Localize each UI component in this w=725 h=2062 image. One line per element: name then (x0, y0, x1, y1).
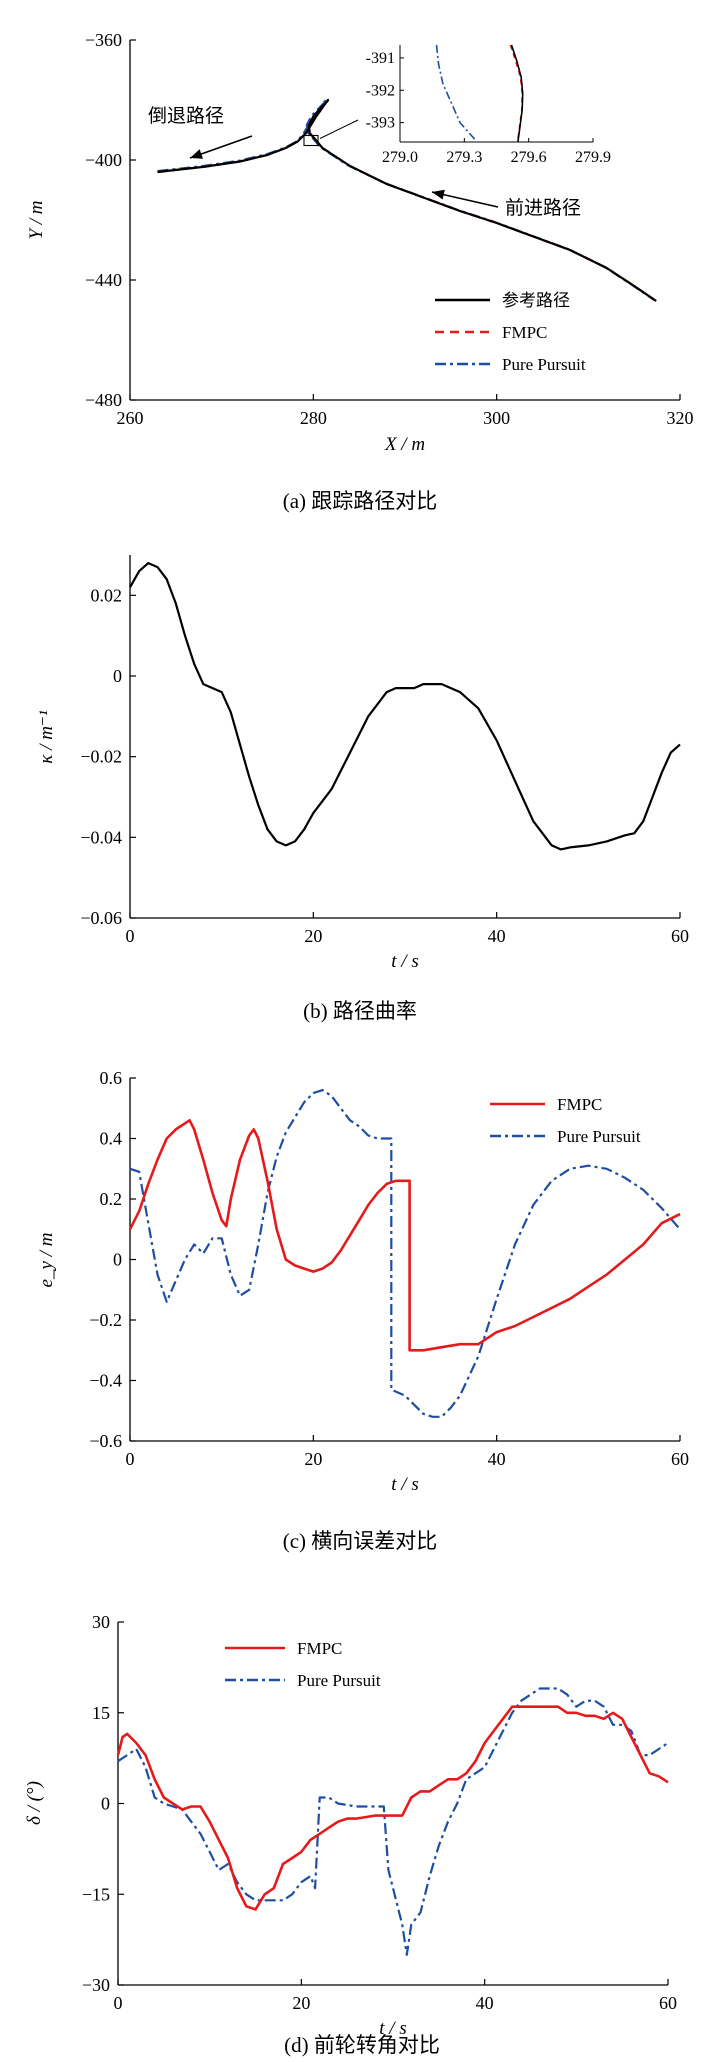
x-tick-label: 60 (671, 926, 689, 946)
y-tick-label: 30 (92, 1612, 110, 1632)
x-tick-label: 20 (304, 1449, 322, 1469)
arrow-reverse-head (190, 149, 203, 159)
y-tick-label: −360 (85, 30, 122, 50)
x-axis-label: X / m (384, 434, 425, 455)
inset-x-tick-label: 279.6 (511, 149, 547, 166)
legend-label: FMPC (502, 323, 547, 342)
series-line-b (129, 562, 681, 851)
legend-label: Pure Pursuit (557, 1127, 641, 1146)
x-tick-label: 40 (488, 1449, 506, 1469)
x-tick-label: 60 (659, 1993, 677, 2013)
x-tick-label: 0 (126, 1449, 135, 1469)
x-tick-label: 260 (117, 408, 144, 428)
chart-b: 0 20 40 60 0.02 0 −0.02 −0.04 −0.06 t / s κ / m⁻¹ (… (36, 555, 689, 1023)
x-tick-label: 40 (476, 1993, 494, 2013)
y-axis-label: δ / (°) (24, 1781, 45, 1825)
panel-caption: (a) 跟踪路径对比 (283, 489, 438, 513)
y-tick-label: −480 (85, 390, 122, 410)
legend-label: 参考路径 (502, 291, 570, 310)
inset-x-tick-label: 279.3 (446, 149, 482, 166)
y-tick-label: 0.6 (100, 1068, 123, 1088)
y-tick-label: 0.02 (91, 585, 123, 605)
y-tick-label: −440 (85, 270, 122, 290)
y-tick-label: 0.4 (100, 1129, 123, 1149)
y-tick-label: −0.04 (80, 827, 122, 847)
y-tick-label: 0.2 (100, 1189, 123, 1209)
legend-label: FMPC (557, 1095, 602, 1114)
y-tick-label: −0.6 (89, 1431, 122, 1451)
y-tick-label: −0.4 (89, 1371, 122, 1391)
inset-x-tick-label: 279.0 (382, 149, 418, 166)
y-tick-label: −30 (82, 1975, 110, 1995)
series-line-pure-pursuit (117, 1687, 669, 1956)
annotation-reverse-path: 倒退路径 (148, 105, 224, 127)
x-axis-label: t / s (379, 2018, 406, 2039)
x-tick-label: 300 (483, 408, 510, 428)
y-tick-label: −0.06 (80, 908, 122, 928)
y-tick-label: 15 (92, 1703, 110, 1723)
inset-y-tick-label: -392 (366, 82, 395, 99)
zoom-box (303, 134, 319, 147)
panel-caption: (b) 路径曲率 (303, 999, 417, 1023)
panel-caption: (c) 横向误差对比 (283, 1529, 438, 1553)
series-line-fmpc (116, 1705, 669, 1911)
series-line-fmpc (157, 98, 657, 302)
legend-label: Pure Pursuit (297, 1671, 381, 1690)
x-axis-label: t / s (391, 1474, 418, 1495)
x-axis-label: t / s (391, 951, 418, 972)
x-tick-label: 0 (114, 1993, 123, 2013)
chart-a: 260 280 300 320 −360 −400 −440 −480 X / m Y / m (a… (26, 30, 694, 513)
x-tick-label: 320 (667, 408, 694, 428)
x-tick-label: 20 (304, 926, 322, 946)
x-tick-label: 40 (488, 926, 506, 946)
inset-series-line (510, 44, 524, 143)
x-tick-label: 60 (671, 1449, 689, 1469)
legend-label: FMPC (297, 1639, 342, 1658)
panel-caption: (d) 前轮转角对比 (284, 2033, 440, 2057)
y-tick-label: −0.2 (89, 1310, 122, 1330)
y-tick-label: −15 (82, 1884, 110, 1904)
x-tick-label: 0 (126, 926, 135, 946)
series-line-fmpc (128, 1119, 681, 1352)
y-tick-label: −400 (85, 150, 122, 170)
y-tick-label: 0 (113, 1250, 122, 1270)
x-tick-label: 280 (300, 408, 327, 428)
arrow-forward-head (432, 189, 445, 200)
inset-y-tick-label: -393 (366, 115, 395, 132)
zoom-connector (319, 119, 359, 139)
legend-label: Pure Pursuit (502, 355, 586, 374)
y-tick-label: −0.02 (80, 747, 122, 767)
x-tick-label: 20 (292, 1993, 310, 2013)
series-line-参考路径 (157, 98, 657, 302)
y-axis-label: κ / m⁻¹ (36, 710, 57, 764)
annotation-forward-path: 前进路径 (505, 197, 581, 219)
inset-y-tick-label: -391 (366, 50, 395, 67)
inset-x-tick-label: 279.9 (575, 149, 611, 166)
y-axis-label: Y / m (26, 200, 47, 239)
series-line-pure-pursuit (129, 1089, 681, 1418)
chart-d: 0 20 40 60 30 15 0 −15 −30 t / s δ / (°) (d) 前轮转角对比… (24, 1612, 677, 2057)
chart-c: 0 20 40 60 0.6 0.4 0.2 0 −0.2 −0.4 −0.6 t / s e_y / … (36, 1068, 689, 1553)
y-tick-label: 0 (101, 1794, 110, 1814)
y-axis-label: e_y / m (36, 1233, 57, 1288)
inset-series-line (435, 44, 478, 143)
y-tick-label: 0 (113, 666, 122, 686)
